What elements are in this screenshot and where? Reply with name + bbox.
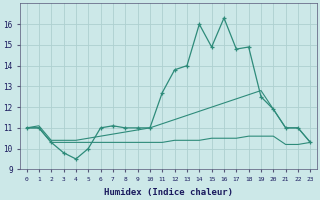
X-axis label: Humidex (Indice chaleur): Humidex (Indice chaleur) <box>104 188 233 197</box>
